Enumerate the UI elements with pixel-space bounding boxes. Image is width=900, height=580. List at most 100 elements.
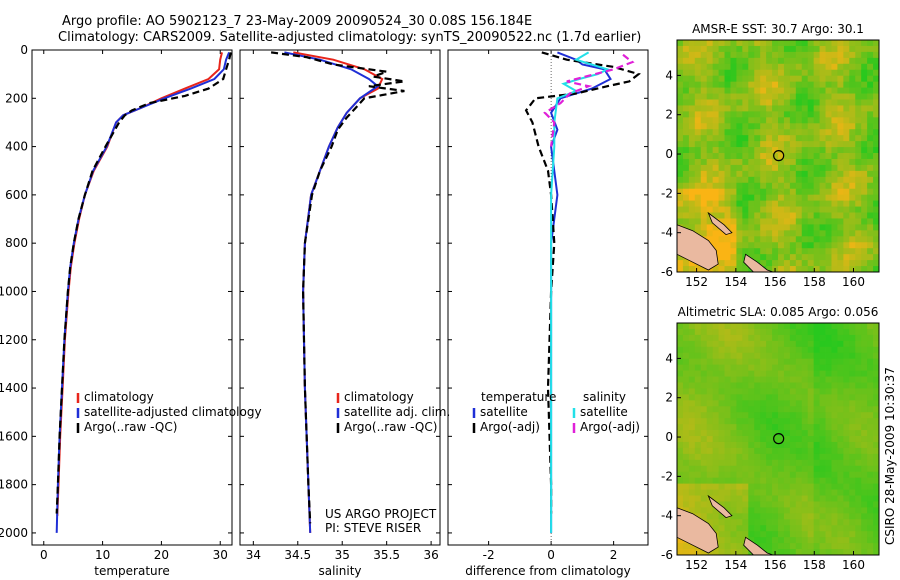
heatmap-cell xyxy=(706,394,714,401)
heatmap-cell xyxy=(807,69,815,77)
heatmap-cell xyxy=(730,352,737,360)
heatmap-cell xyxy=(694,382,702,389)
heatmap-cell xyxy=(718,489,725,496)
heatmap-cell xyxy=(778,69,785,77)
heatmap-cell xyxy=(712,441,719,449)
heatmap-cell xyxy=(742,406,749,413)
heatmap-cell xyxy=(831,105,838,112)
heatmap-cell xyxy=(849,117,856,124)
heatmap-cell xyxy=(754,537,761,544)
heatmap-cell xyxy=(736,323,743,330)
heatmap-cell xyxy=(831,489,838,496)
heatmap-cell xyxy=(677,153,684,160)
heatmap-cell xyxy=(688,51,696,59)
heatmap-cell xyxy=(766,45,773,53)
heatmap-cell xyxy=(855,430,862,437)
heatmap-cell xyxy=(688,441,696,449)
heatmap-cell xyxy=(706,483,714,490)
heatmap-cell xyxy=(825,400,832,407)
heatmap-cell xyxy=(718,543,725,550)
heatmap-cell xyxy=(789,93,797,100)
heatmap-cell xyxy=(813,206,820,213)
heatmap-cell xyxy=(795,501,803,508)
heatmap-cell xyxy=(837,549,844,556)
heatmap-cell xyxy=(795,218,803,225)
heatmap-cell xyxy=(855,406,862,413)
heatmap-cell xyxy=(801,519,809,526)
heatmap-cell xyxy=(807,135,815,142)
heatmap-cell xyxy=(801,370,809,377)
land-outline xyxy=(676,224,719,271)
heatmap-cell xyxy=(813,117,820,124)
heatmap-cell xyxy=(855,513,862,520)
heatmap-cell xyxy=(688,418,696,425)
heatmap-cell xyxy=(813,531,820,538)
heatmap-cell xyxy=(843,507,850,514)
sla-lat-tick-label: 0 xyxy=(665,430,673,444)
heatmap-cell xyxy=(837,394,844,401)
sst-lat-tick-label: -2 xyxy=(661,186,673,200)
heatmap-cell xyxy=(867,93,874,100)
heatmap-cell xyxy=(843,105,850,112)
heatmap-cell xyxy=(825,483,832,490)
heatmap-cell xyxy=(677,418,684,425)
heatmap-cell xyxy=(831,346,838,354)
heatmap-cell xyxy=(795,99,803,106)
heatmap-cell xyxy=(700,105,708,112)
heatmap-cell xyxy=(837,507,844,514)
heatmap-cell xyxy=(795,430,803,437)
heatmap-cell xyxy=(819,153,826,160)
heatmap-cell xyxy=(736,230,743,237)
heatmap-cell xyxy=(754,430,761,437)
heatmap-cell xyxy=(760,147,767,154)
heatmap-cell xyxy=(801,436,809,443)
heatmap-cell xyxy=(754,40,761,47)
heatmap-cell xyxy=(712,45,719,53)
heatmap-cell xyxy=(861,93,868,100)
heatmap-cell xyxy=(736,188,743,196)
heatmap-cell xyxy=(724,206,731,213)
heatmap-cell xyxy=(831,436,838,443)
heatmap-cell xyxy=(742,334,749,342)
heatmap-cell xyxy=(789,45,797,53)
heatmap-cell xyxy=(718,194,725,202)
heatmap-cell xyxy=(677,352,684,360)
heatmap-cell xyxy=(778,164,785,172)
heatmap-cell xyxy=(867,525,874,532)
heatmap-cell xyxy=(831,507,838,514)
heatmap-cell xyxy=(760,400,767,407)
depth-tick-label: 600 xyxy=(5,188,28,202)
heatmap-cell xyxy=(783,406,791,413)
heatmap-cell xyxy=(855,352,862,360)
heatmap-cell xyxy=(748,176,755,184)
heatmap-cell xyxy=(855,543,862,550)
heatmap-cell xyxy=(772,188,779,196)
heatmap-cell xyxy=(754,328,761,336)
heatmap-cell xyxy=(718,45,725,53)
heatmap-cell xyxy=(730,176,737,184)
heatmap-cell xyxy=(861,453,868,461)
heatmap-cell xyxy=(766,182,773,190)
heatmap-cell xyxy=(855,531,862,538)
heatmap-cell xyxy=(789,230,797,237)
heatmap-cell xyxy=(724,63,731,71)
heatmap-cell xyxy=(801,382,809,389)
heatmap-cell xyxy=(819,200,826,207)
heatmap-cell xyxy=(772,99,779,106)
heatmap-cell xyxy=(724,382,731,389)
heatmap-cell xyxy=(819,164,826,172)
heatmap-cell xyxy=(825,358,832,366)
heatmap-cell xyxy=(813,370,820,377)
heatmap-cell xyxy=(867,495,874,502)
heatmap-cell xyxy=(789,176,797,184)
heatmap-cell xyxy=(855,525,862,532)
heatmap-cell xyxy=(748,57,755,65)
heatmap-cell xyxy=(748,346,755,354)
heatmap-cell xyxy=(677,81,684,88)
heatmap-cell xyxy=(736,236,743,243)
heatmap-cell xyxy=(849,328,856,336)
heatmap-cell xyxy=(736,430,743,437)
heatmap-cell xyxy=(789,394,797,401)
heatmap-cell xyxy=(730,218,737,225)
heatmap-cell xyxy=(718,105,725,112)
